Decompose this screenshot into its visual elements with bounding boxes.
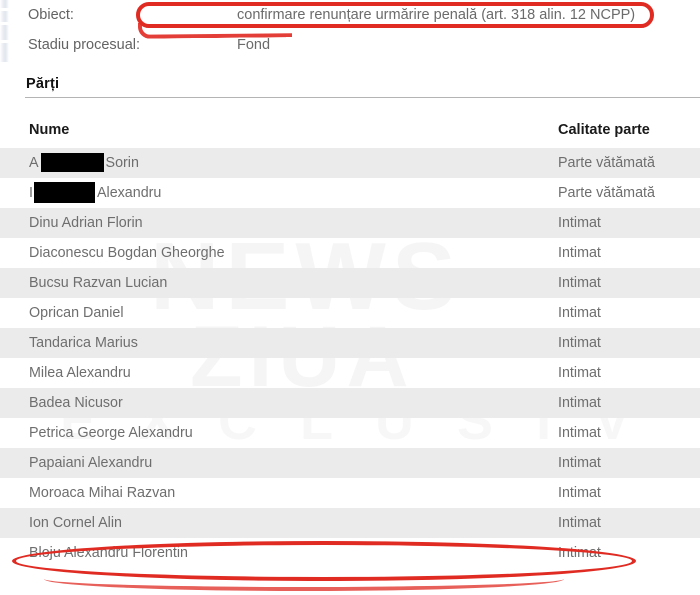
table-row[interactable]: Bloju Alexandru Florentin Intimat bbox=[0, 538, 700, 568]
field-row-obiect: Obiect: confirmare renunțare urmărire pe… bbox=[0, 0, 700, 30]
cell-nume-visible-suffix: Alexandru bbox=[96, 185, 162, 201]
field-row-stadiu-procesual: Stadiu procesual: Fond bbox=[0, 30, 700, 60]
cell-nume: Moroaca Mihai Razvan bbox=[29, 485, 176, 501]
cell-nume: Oprican Daniel bbox=[29, 305, 124, 321]
cell-nume: Ion Cornel Alin bbox=[29, 515, 122, 531]
cell-nume-visible-suffix: Sorin bbox=[105, 155, 139, 171]
cell-calitate-parte: Intimat bbox=[558, 485, 601, 501]
section-divider bbox=[25, 97, 700, 98]
table-row[interactable]: Moroaca Mihai Razvan Intimat bbox=[0, 478, 700, 508]
cell-nume: Badea Nicusor bbox=[29, 395, 123, 411]
cell-calitate-parte: Intimat bbox=[558, 365, 601, 381]
cell-nume: Tandarica Marius bbox=[29, 335, 138, 351]
cell-nume-visible-prefix: A bbox=[29, 155, 39, 171]
cell-nume: Dinu Adrian Florin bbox=[29, 215, 143, 231]
cell-nume: Bucsu Razvan Lucian bbox=[29, 275, 168, 291]
table-row[interactable]: Oprican Daniel Intimat bbox=[0, 298, 700, 328]
cell-nume: Bloju Alexandru Florentin bbox=[29, 545, 188, 561]
cell-nume: Petrica George Alexandru bbox=[29, 425, 193, 441]
field-value-stadiu-procesual: Fond bbox=[237, 37, 271, 53]
table-row[interactable]: A Sorin Parte vătămată bbox=[0, 148, 700, 178]
cell-nume: Milea Alexandru bbox=[29, 365, 131, 381]
column-header-calitate-parte: Calitate parte bbox=[558, 122, 650, 138]
page-edge-artifact bbox=[0, 0, 9, 62]
cell-nume: Diaconescu Bogdan Gheorghe bbox=[29, 245, 225, 261]
redaction-bar bbox=[33, 181, 95, 203]
table-row[interactable]: Tandarica Marius Intimat bbox=[0, 328, 700, 358]
cell-calitate-parte: Intimat bbox=[558, 245, 601, 261]
column-header-nume: Nume bbox=[29, 122, 70, 138]
table-header-row: Nume Calitate parte bbox=[0, 106, 700, 148]
cell-nume: Papaiani Alexandru bbox=[29, 455, 153, 471]
field-label-obiect: Obiect: bbox=[28, 7, 74, 23]
table-row[interactable]: Bucsu Razvan Lucian Intimat bbox=[0, 268, 700, 298]
field-value-obiect: confirmare renunțare urmărire penală (ar… bbox=[237, 7, 636, 23]
cell-nume: A Sorin bbox=[29, 148, 139, 178]
cell-calitate-parte: Intimat bbox=[558, 455, 601, 471]
cell-calitate-parte: Intimat bbox=[558, 275, 601, 291]
case-detail-fields: Obiect: confirmare renunțare urmărire pe… bbox=[0, 0, 700, 60]
table-row[interactable]: Diaconescu Bogdan Gheorghe Intimat bbox=[0, 238, 700, 268]
parties-table: Nume Calitate parte A Sorin Parte vătămată… bbox=[0, 106, 700, 568]
cell-nume-visible-prefix: I bbox=[29, 185, 33, 201]
table-row[interactable]: Milea Alexandru Intimat bbox=[0, 358, 700, 388]
table-row[interactable]: Dinu Adrian Florin Intimat bbox=[0, 208, 700, 238]
cell-calitate-parte: Intimat bbox=[558, 545, 601, 561]
cell-calitate-parte: Intimat bbox=[558, 425, 601, 441]
cell-calitate-parte: Intimat bbox=[558, 515, 601, 531]
table-row[interactable]: Papaiani Alexandru Intimat bbox=[0, 448, 700, 478]
table-row[interactable]: Badea Nicusor Intimat bbox=[0, 388, 700, 418]
field-label-stadiu-procesual: Stadiu procesual: bbox=[28, 37, 141, 53]
cell-calitate-parte: Parte vătămată bbox=[558, 185, 655, 201]
cell-calitate-parte: Intimat bbox=[558, 395, 601, 411]
cell-nume: I Alexandru bbox=[29, 178, 161, 208]
section-heading-parti: Părți bbox=[26, 76, 60, 92]
table-row[interactable]: I Alexandru Parte vătămată bbox=[0, 178, 700, 208]
parties-table-body: A Sorin Parte vătămată I Alexandru Parte vătă… bbox=[0, 148, 700, 568]
cell-calitate-parte: Parte vătămată bbox=[558, 155, 655, 171]
table-row[interactable]: Petrica George Alexandru Intimat bbox=[0, 418, 700, 448]
cell-calitate-parte: Intimat bbox=[558, 215, 601, 231]
table-row[interactable]: Ion Cornel Alin Intimat bbox=[0, 508, 700, 538]
redaction-bar bbox=[40, 152, 104, 172]
cell-calitate-parte: Intimat bbox=[558, 335, 601, 351]
cell-calitate-parte: Intimat bbox=[558, 305, 601, 321]
